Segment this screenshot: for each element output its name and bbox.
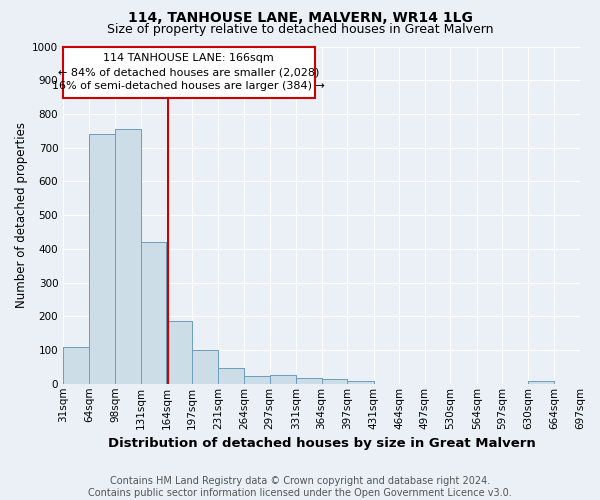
Bar xyxy=(244,376,269,384)
Bar xyxy=(347,381,374,384)
Bar xyxy=(244,376,269,384)
Bar xyxy=(115,129,141,384)
Bar xyxy=(528,382,554,384)
Bar xyxy=(63,346,89,384)
Bar xyxy=(296,378,322,384)
Text: Contains HM Land Registry data © Crown copyright and database right 2024.
Contai: Contains HM Land Registry data © Crown c… xyxy=(88,476,512,498)
Text: Size of property relative to detached houses in Great Malvern: Size of property relative to detached ho… xyxy=(107,22,493,36)
Bar xyxy=(141,242,166,384)
Text: 114, TANHOUSE LANE, MALVERN, WR14 1LG: 114, TANHOUSE LANE, MALVERN, WR14 1LG xyxy=(128,11,472,25)
Bar xyxy=(89,134,115,384)
Bar xyxy=(141,242,166,384)
Bar xyxy=(218,368,244,384)
Bar xyxy=(347,381,374,384)
X-axis label: Distribution of detached houses by size in Great Malvern: Distribution of detached houses by size … xyxy=(108,437,535,450)
Bar xyxy=(63,46,314,98)
Bar xyxy=(269,376,296,384)
Bar xyxy=(322,379,347,384)
Bar xyxy=(218,368,244,384)
Bar xyxy=(322,379,347,384)
Bar xyxy=(166,322,192,384)
Bar xyxy=(89,134,115,384)
Bar xyxy=(269,376,296,384)
Bar xyxy=(63,346,89,384)
Bar xyxy=(192,350,218,384)
Text: 114 TANHOUSE LANE: 166sqm
← 84% of detached houses are smaller (2,028)
16% of se: 114 TANHOUSE LANE: 166sqm ← 84% of detac… xyxy=(52,53,325,91)
Bar xyxy=(166,322,192,384)
Bar xyxy=(296,378,322,384)
Bar xyxy=(528,382,554,384)
Bar xyxy=(192,350,218,384)
Y-axis label: Number of detached properties: Number of detached properties xyxy=(15,122,28,308)
Bar xyxy=(115,129,141,384)
